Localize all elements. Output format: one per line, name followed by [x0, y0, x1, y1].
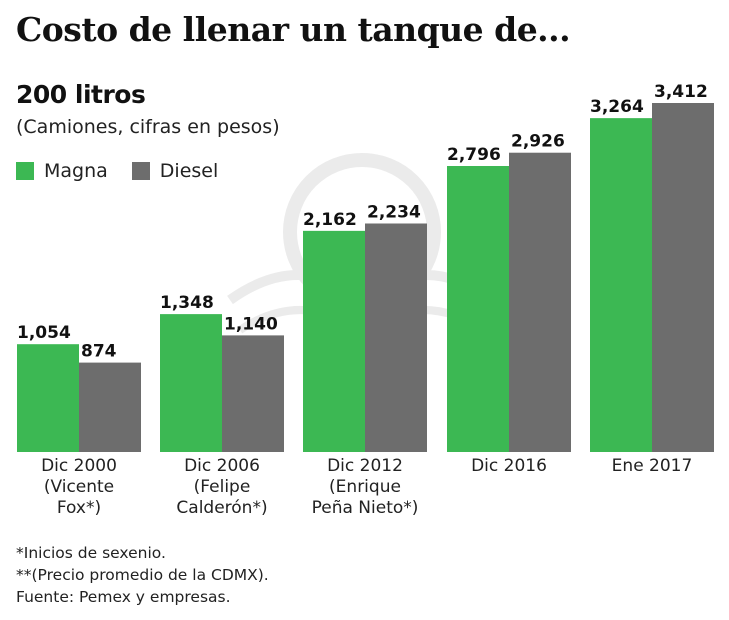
chart-subtitle: 200 litros: [16, 80, 146, 109]
bar-diesel-dic-2012: [365, 223, 427, 452]
footnote-sexenio: *Inicios de sexenio.: [16, 544, 166, 562]
data-label-magna-dic-2016: 2,796: [447, 145, 501, 165]
chart-title: Costo de llenar un tanque de...: [16, 10, 571, 49]
data-label-diesel-dic-2006: 1,140: [224, 314, 278, 334]
footnote-precio-promedio: **(Precio promedio de la CDMX).: [16, 566, 269, 584]
bar-magna-dic-2012: [303, 230, 365, 452]
data-label-diesel-dic-2016: 2,926: [511, 132, 565, 152]
legend: Magna Diesel: [16, 160, 242, 182]
x-tick-label-dic-2016: Dic 2016: [471, 456, 547, 476]
data-label-diesel-dic-2012: 2,234: [367, 202, 421, 222]
bar-diesel-dic-2006: [222, 335, 284, 452]
bar-magna-dic-2016: [447, 166, 509, 452]
legend-item-diesel: Diesel: [131, 160, 219, 182]
legend-swatch-magna: [16, 162, 34, 180]
footnotes: *Inicios de sexenio. **(Precio promedio …: [16, 542, 269, 608]
bar-magna-dic-2006: [160, 314, 222, 452]
data-label-magna-dic-2006: 1,348: [160, 293, 214, 313]
data-label-magna-dic-2000: 1,054: [17, 323, 71, 343]
legend-label-diesel: Diesel: [159, 160, 219, 182]
x-tick-label-dic-2006: Dic 2006 (Felipe Calderón*): [176, 456, 268, 518]
bar-diesel-dic-2016: [509, 152, 571, 453]
bar-diesel-dic-2000: [79, 362, 141, 452]
bar-magna-dic-2000: [17, 344, 79, 452]
bar-magna-ene-2017: [590, 118, 652, 452]
data-label-diesel-dic-2000: 874: [81, 342, 117, 362]
bar-diesel-ene-2017: [652, 103, 714, 452]
x-tick-label-dic-2012: Dic 2012 (Enrique Peña Nieto*): [311, 456, 419, 518]
data-label-magna-dic-2012: 2,162: [303, 210, 357, 230]
data-label-diesel-ene-2017: 3,412: [654, 82, 708, 102]
legend-item-magna: Magna: [16, 160, 108, 182]
x-tick-label-dic-2000: Dic 2000 (Vicente Fox*): [41, 456, 117, 518]
units-note: (Camiones, cifras en pesos): [16, 116, 280, 138]
x-tick-label-ene-2017: Ene 2017: [611, 456, 693, 476]
legend-label-magna: Magna: [44, 160, 108, 182]
legend-swatch-diesel: [131, 162, 150, 180]
data-label-magna-ene-2017: 3,264: [590, 97, 644, 117]
footnote-source: Fuente: Pemex y empresas.: [16, 588, 231, 606]
